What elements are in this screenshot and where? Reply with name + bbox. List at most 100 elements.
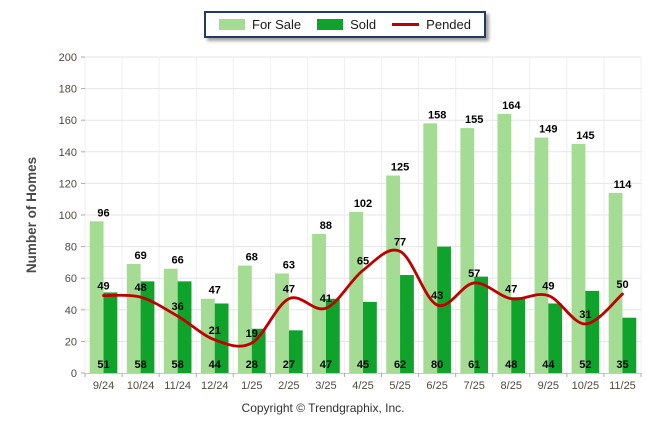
x-tick-label: 9/24 (93, 380, 114, 392)
x-tick-label: 2/25 (278, 380, 299, 392)
for-sale-bar-8 (386, 175, 401, 373)
for-sale-bar-0 (89, 221, 104, 373)
pended-value-label: 41 (320, 293, 332, 305)
sold-value-label: 28 (246, 359, 258, 371)
legend-item-for-sale: For Sale (219, 17, 301, 32)
x-tick-label: 10/24 (127, 380, 155, 392)
pended-value-label: 36 (172, 301, 184, 313)
for-sale-value-label: 63 (283, 259, 295, 271)
y-tick-label: 140 (59, 147, 77, 159)
pended-line (102, 248, 624, 348)
for-sale-bar-14 (608, 192, 623, 373)
copyright-text: Copyright © Trendgraphix, Inc. (241, 401, 405, 415)
y-tick-label: 20 (65, 336, 77, 348)
x-tick-label: 4/25 (352, 380, 373, 392)
for-sale-value-label: 96 (97, 207, 109, 219)
legend-label: Sold (350, 17, 377, 32)
legend-label: Pended (426, 17, 471, 32)
for-sale-value-label: 149 (539, 124, 557, 136)
for-sale-bar-13 (571, 143, 586, 373)
y-tick-label: 40 (65, 305, 77, 317)
x-tick-label: 11/24 (164, 380, 191, 392)
sold-value-label: 44 (209, 359, 222, 371)
legend-label: For Sale (252, 17, 302, 32)
for-sale-value-label: 155 (465, 114, 483, 126)
pended-value-label: 50 (616, 279, 628, 291)
sold-bar-10 (474, 276, 488, 373)
for-sale-bar-12 (534, 137, 549, 373)
sold-bar-2 (177, 281, 192, 373)
chart-legend: For Sale Sold Pended (204, 11, 486, 38)
for-sale-bar-1 (126, 263, 141, 373)
pended-value-label: 57 (468, 268, 480, 280)
for-sale-value-label: 158 (428, 109, 446, 121)
x-tick-label: 11/25 (609, 380, 636, 392)
for-sale-bar-5 (275, 273, 289, 373)
pended-value-label: 49 (97, 281, 109, 293)
for-sale-bar-10 (460, 128, 475, 373)
y-tick-label: 60 (65, 273, 77, 285)
sold-bar-0 (103, 292, 118, 373)
legend-item-pended: Pended (392, 17, 471, 32)
sold-bar-13 (585, 290, 600, 373)
sold-value-label: 62 (394, 359, 406, 371)
sold-bar-3 (214, 303, 229, 373)
for-sale-value-label: 88 (320, 220, 332, 232)
pended-value-label: 49 (542, 281, 554, 293)
for-sale-value-label: 114 (614, 179, 633, 191)
sold-swatch-icon (317, 19, 344, 30)
sold-value-label: 51 (97, 359, 109, 371)
for-sale-bar-9 (423, 123, 438, 373)
sold-value-label: 80 (431, 359, 443, 371)
for-sale-value-label: 66 (172, 255, 184, 267)
for-sale-bar-6 (312, 233, 326, 373)
x-tick-label: 8/25 (501, 380, 522, 392)
pended-value-label: 31 (579, 309, 591, 321)
sold-value-label: 35 (616, 359, 628, 371)
for-sale-value-label: 164 (502, 100, 521, 112)
for-sale-value-label: 125 (391, 162, 409, 174)
pended-swatch-icon (392, 23, 420, 26)
sold-bar-5 (288, 330, 303, 373)
sold-bar-9 (437, 246, 451, 373)
pended-value-label: 77 (394, 236, 406, 248)
for-sale-value-label: 68 (246, 252, 258, 264)
x-tick-label: 5/25 (389, 380, 410, 392)
y-tick-label: 180 (59, 84, 77, 96)
pended-value-label: 21 (209, 325, 221, 337)
for-sale-bar-7 (349, 211, 363, 373)
sold-value-label: 45 (357, 359, 369, 371)
sold-bar-8 (400, 275, 414, 373)
for-sale-bar-11 (497, 113, 512, 373)
y-tick-label: 0 (71, 368, 77, 380)
for-sale-swatch-icon (219, 19, 245, 30)
sold-bar-7 (363, 301, 377, 373)
x-tick-label: 7/25 (463, 380, 484, 392)
x-tick-label: 3/25 (315, 380, 336, 392)
sold-value-label: 52 (579, 359, 591, 371)
y-axis-title: Number of Homes (24, 157, 39, 273)
for-sale-value-label: 102 (354, 198, 372, 210)
pended-value-label: 43 (431, 290, 443, 302)
sold-value-label: 58 (172, 359, 184, 371)
pended-value-label: 47 (283, 284, 295, 296)
x-tick-label: 9/25 (538, 380, 559, 392)
pended-value-label: 65 (357, 255, 369, 267)
x-tick-label: 12/24 (201, 380, 229, 392)
pended-value-label: 19 (246, 328, 258, 340)
sold-value-label: 27 (283, 359, 295, 371)
sold-bar-1 (140, 281, 155, 373)
y-tick-label: 200 (59, 52, 77, 64)
for-sale-value-label: 47 (209, 285, 221, 297)
x-tick-label: 1/25 (241, 380, 262, 392)
pended-value-label: 48 (134, 282, 146, 294)
y-tick-label: 80 (65, 242, 77, 254)
sold-value-label: 47 (320, 359, 332, 371)
x-tick-label: 6/25 (426, 380, 447, 392)
sold-bar-14 (622, 317, 637, 373)
for-sale-value-label: 145 (576, 130, 594, 142)
sold-value-label: 48 (505, 359, 517, 371)
sold-value-label: 58 (134, 359, 146, 371)
y-tick-label: 120 (59, 178, 77, 190)
